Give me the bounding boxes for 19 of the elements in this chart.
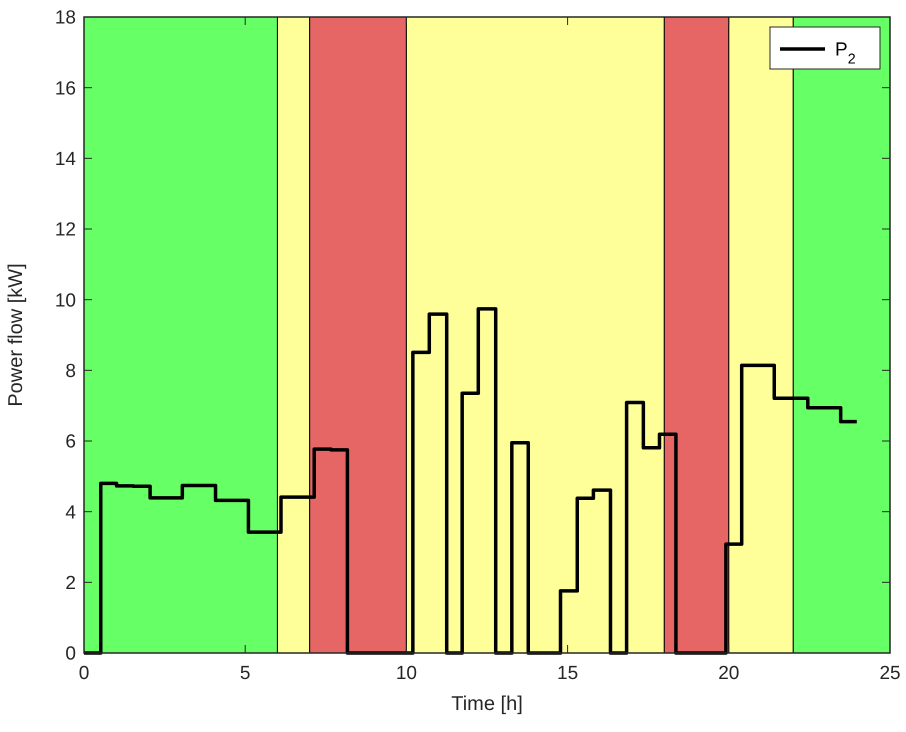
y-tick-label: 10 [54,290,76,312]
y-tick-label: 18 [54,8,76,29]
x-tick-label: 25 [879,663,901,684]
x-axis-title: Time [h] [451,693,523,715]
x-tick-label: 20 [718,663,740,684]
y-tick-label: 6 [65,432,76,453]
y-tick-label: 0 [65,644,76,665]
y-tick-label: 2 [65,572,76,594]
x-tick-label: 10 [396,663,417,684]
x-tick-label: 15 [557,663,578,684]
y-tick-label: 14 [54,148,76,170]
y-axis-title: Power flow [kW] [5,263,27,407]
y-tick-label: 8 [65,360,76,382]
x-tick-label: 5 [240,663,250,684]
x-tick-label: 0 [78,663,90,684]
y-tick-label: 4 [65,502,76,524]
y-tick-label: 12 [54,220,76,241]
legend-label: P$_{2}$ [835,40,856,68]
y-tick-label: 16 [54,78,76,100]
